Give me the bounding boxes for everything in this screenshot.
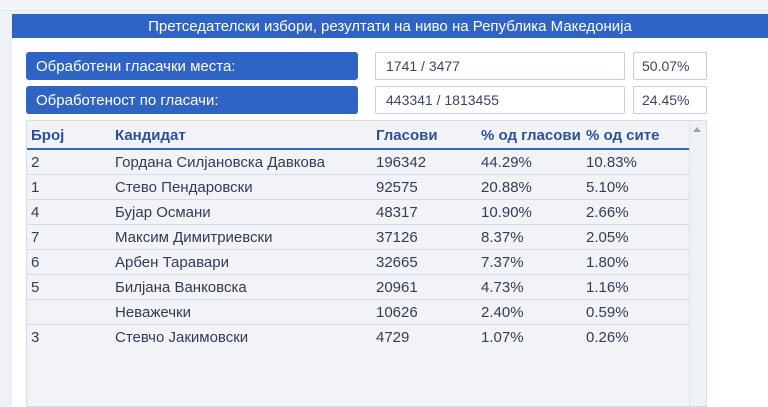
- row-votes: 10626: [376, 304, 418, 321]
- row-number: 3: [31, 329, 40, 346]
- row-candidate: Билјана Ванковска: [115, 279, 247, 296]
- row-number: 6: [31, 254, 40, 271]
- processed-voters-value: 443341 / 1813455: [375, 86, 625, 114]
- processed-stations-percent: 50.07%: [633, 52, 707, 80]
- row-pct-all: 1.80%: [586, 254, 629, 271]
- row-pct-votes: 8.37%: [481, 229, 524, 246]
- row-pct-all: 5.10%: [586, 179, 629, 196]
- page-title-bar: Претседателски избори, резултати на ниво…: [12, 14, 768, 38]
- column-header-number[interactable]: Број: [31, 127, 65, 144]
- row-number: 4: [31, 204, 40, 221]
- row-candidate: Бујар Османи: [115, 204, 211, 221]
- table-row[interactable]: Неважечки 10626 2.40% 0.59%: [27, 300, 691, 325]
- table-row[interactable]: 6 Арбен Таравари 32665 7.37% 1.80%: [27, 250, 691, 275]
- table-row[interactable]: 5 Билјана Ванковска 20961 4.73% 1.16%: [27, 275, 691, 300]
- row-votes: 37126: [376, 229, 418, 246]
- row-pct-votes: 20.88%: [481, 179, 532, 196]
- row-pct-all: 10.83%: [586, 154, 637, 171]
- row-number: 1: [31, 179, 40, 196]
- row-pct-all: 1.16%: [586, 279, 629, 296]
- row-pct-votes: 7.37%: [481, 254, 524, 271]
- row-candidate: Арбен Таравари: [115, 254, 229, 271]
- row-candidate: Гордана Силјановска Давкова: [115, 154, 325, 171]
- column-header-candidate[interactable]: Кандидат: [115, 127, 186, 144]
- table-row[interactable]: 7 Максим Димитриевски 37126 8.37% 2.05%: [27, 225, 691, 250]
- row-number: 5: [31, 279, 40, 296]
- top-bar: [0, 0, 768, 11]
- row-number: 7: [31, 229, 40, 246]
- chevron-up-icon[interactable]: [693, 127, 701, 132]
- row-pct-all: 0.59%: [586, 304, 629, 321]
- row-pct-votes: 4.73%: [481, 279, 524, 296]
- processed-voters-percent: 24.45%: [633, 86, 707, 114]
- table-scrollbar[interactable]: [689, 121, 706, 406]
- column-header-pct-all[interactable]: % од сите: [586, 127, 660, 144]
- row-pct-votes: 44.29%: [481, 154, 532, 171]
- row-candidate: Неважечки: [115, 304, 191, 321]
- results-table: Број Кандидат Гласови % од гласови % од …: [26, 120, 707, 407]
- processed-stations-value: 1741 / 3477: [375, 52, 625, 80]
- row-pct-all: 0.26%: [586, 329, 629, 346]
- table-header: Број Кандидат Гласови % од гласови % од …: [27, 121, 691, 150]
- column-header-votes[interactable]: Гласови: [376, 127, 438, 144]
- row-candidate: Стево Пендаровски: [115, 179, 253, 196]
- row-votes: 92575: [376, 179, 418, 196]
- row-pct-votes: 10.90%: [481, 204, 532, 221]
- row-votes: 32665: [376, 254, 418, 271]
- page-title: Претседателски избори, резултати на ниво…: [148, 17, 632, 35]
- row-votes: 196342: [376, 154, 427, 171]
- table-row[interactable]: 1 Стево Пендаровски 92575 20.88% 5.10%: [27, 175, 691, 200]
- row-votes: 48317: [376, 204, 418, 221]
- processed-stations-label: Обработени гласачки места:: [26, 52, 358, 80]
- row-pct-votes: 1.07%: [481, 329, 524, 346]
- row-candidate: Максим Димитриевски: [115, 229, 273, 246]
- processed-voters-label: Обработеност по гласачи:: [26, 86, 358, 114]
- column-header-pct-votes[interactable]: % од гласови: [481, 127, 581, 144]
- table-row[interactable]: 3 Стевчо Јакимовски 4729 1.07% 0.26%: [27, 325, 691, 350]
- row-number: 2: [31, 154, 40, 171]
- row-votes: 4729: [376, 329, 410, 346]
- row-pct-all: 2.05%: [586, 229, 629, 246]
- row-pct-all: 2.66%: [586, 204, 629, 221]
- table-row[interactable]: 2 Гордана Силјановска Давкова 196342 44.…: [27, 150, 691, 175]
- row-votes: 20961: [376, 279, 418, 296]
- table-row[interactable]: 4 Бујар Османи 48317 10.90% 2.66%: [27, 200, 691, 225]
- row-pct-votes: 2.40%: [481, 304, 524, 321]
- row-candidate: Стевчо Јакимовски: [115, 329, 249, 346]
